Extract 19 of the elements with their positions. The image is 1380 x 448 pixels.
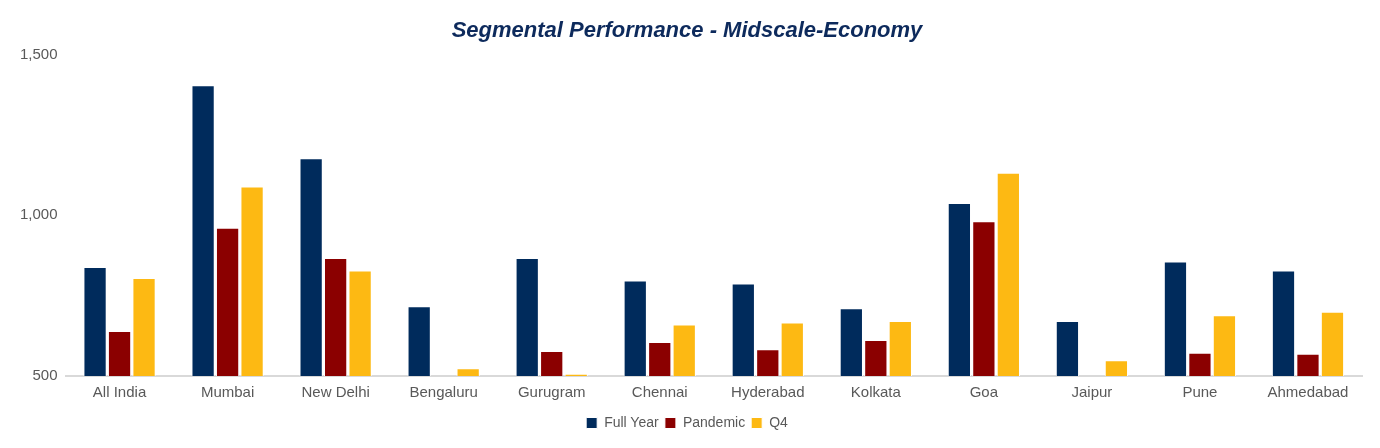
x-tick-label: Kolkata [850, 383, 902, 401]
x-tick-label: Jaipur [1071, 383, 1113, 401]
x-tick-label: Mumbai [200, 383, 255, 401]
legend-label: Q4 [769, 413, 789, 430]
x-tick-label: Ahmedabad [1267, 383, 1349, 401]
chart-title: Segmental Performance - Midscale-Economy [451, 17, 925, 43]
x-tick-label: Pune [1182, 383, 1218, 401]
x-tick-label: Gurugram [517, 383, 586, 401]
x-tick-label: Chennai [631, 383, 688, 401]
x-tick-label: New Delhi [301, 383, 370, 401]
legend-label: Pandemic [682, 413, 746, 430]
x-tick-label: Hyderabad [731, 383, 805, 401]
x-tick-label: Goa [969, 383, 999, 401]
y-tick-label: 1,000 [19, 205, 58, 223]
x-tick-label: Bengaluru [409, 383, 478, 401]
y-tick-label: 1,500 [19, 44, 58, 62]
legend-label: Full Year [604, 413, 659, 430]
y-tick-label: 500 [32, 366, 58, 384]
x-tick-label: All India [92, 383, 147, 401]
